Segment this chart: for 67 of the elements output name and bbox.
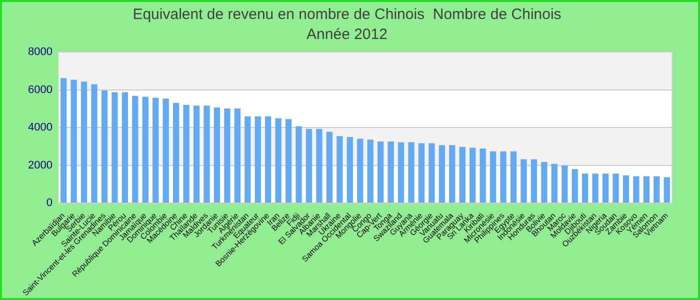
bar xyxy=(438,145,445,203)
bar xyxy=(459,146,466,203)
bar xyxy=(244,116,251,203)
bar xyxy=(654,176,660,203)
bar xyxy=(643,176,650,203)
chart-title: Equivalent de revenu en nombre de Chinois Nombre de Chinois xyxy=(132,6,562,24)
bar xyxy=(388,142,394,203)
bar xyxy=(408,142,414,203)
y-tick-label: 0 xyxy=(46,197,52,210)
bar xyxy=(275,118,282,203)
chart-subtitle: Année 2012 xyxy=(306,26,388,44)
bar xyxy=(633,176,640,203)
bar xyxy=(510,151,517,203)
bar xyxy=(306,128,312,203)
bar xyxy=(142,96,148,203)
bar xyxy=(378,142,384,203)
bar xyxy=(470,148,476,203)
bar xyxy=(622,175,630,203)
y-tick-label: 8000 xyxy=(28,46,52,58)
bar xyxy=(367,140,374,203)
bar xyxy=(60,78,67,203)
bar xyxy=(541,162,548,203)
bar xyxy=(336,136,343,203)
bar xyxy=(480,148,486,203)
bar xyxy=(70,80,77,203)
bar xyxy=(398,142,404,203)
bar xyxy=(418,143,425,203)
bar xyxy=(162,98,169,203)
bar xyxy=(214,108,220,203)
bar xyxy=(152,98,159,203)
y-tick-label: 4000 xyxy=(28,122,52,134)
bar xyxy=(562,166,568,203)
bar xyxy=(265,116,272,203)
bar xyxy=(551,164,558,203)
bar xyxy=(357,138,364,203)
bar xyxy=(346,137,353,203)
bar xyxy=(490,151,496,203)
bar xyxy=(612,174,619,203)
bar xyxy=(101,90,108,203)
bar xyxy=(122,92,128,203)
bar xyxy=(520,159,527,203)
bar xyxy=(592,174,598,203)
bar xyxy=(326,132,333,203)
bar xyxy=(500,151,506,203)
y-tick-label: 2000 xyxy=(28,159,52,172)
bar xyxy=(428,143,435,203)
bar xyxy=(449,145,456,203)
bar xyxy=(204,106,210,203)
bar xyxy=(132,96,138,203)
bar xyxy=(80,82,88,203)
bar xyxy=(91,84,98,203)
bar xyxy=(224,108,230,203)
bar xyxy=(172,103,180,203)
bar xyxy=(112,92,118,203)
bar xyxy=(183,104,190,203)
bar xyxy=(285,119,292,203)
bar xyxy=(602,174,609,203)
bar xyxy=(664,177,670,203)
bar xyxy=(193,106,200,203)
bar xyxy=(316,128,322,203)
bar xyxy=(572,169,578,203)
y-tick-label: 6000 xyxy=(28,84,52,96)
bar xyxy=(530,159,538,203)
bar xyxy=(296,126,302,203)
bar xyxy=(234,108,240,203)
bar xyxy=(254,116,261,203)
bar xyxy=(582,174,588,203)
